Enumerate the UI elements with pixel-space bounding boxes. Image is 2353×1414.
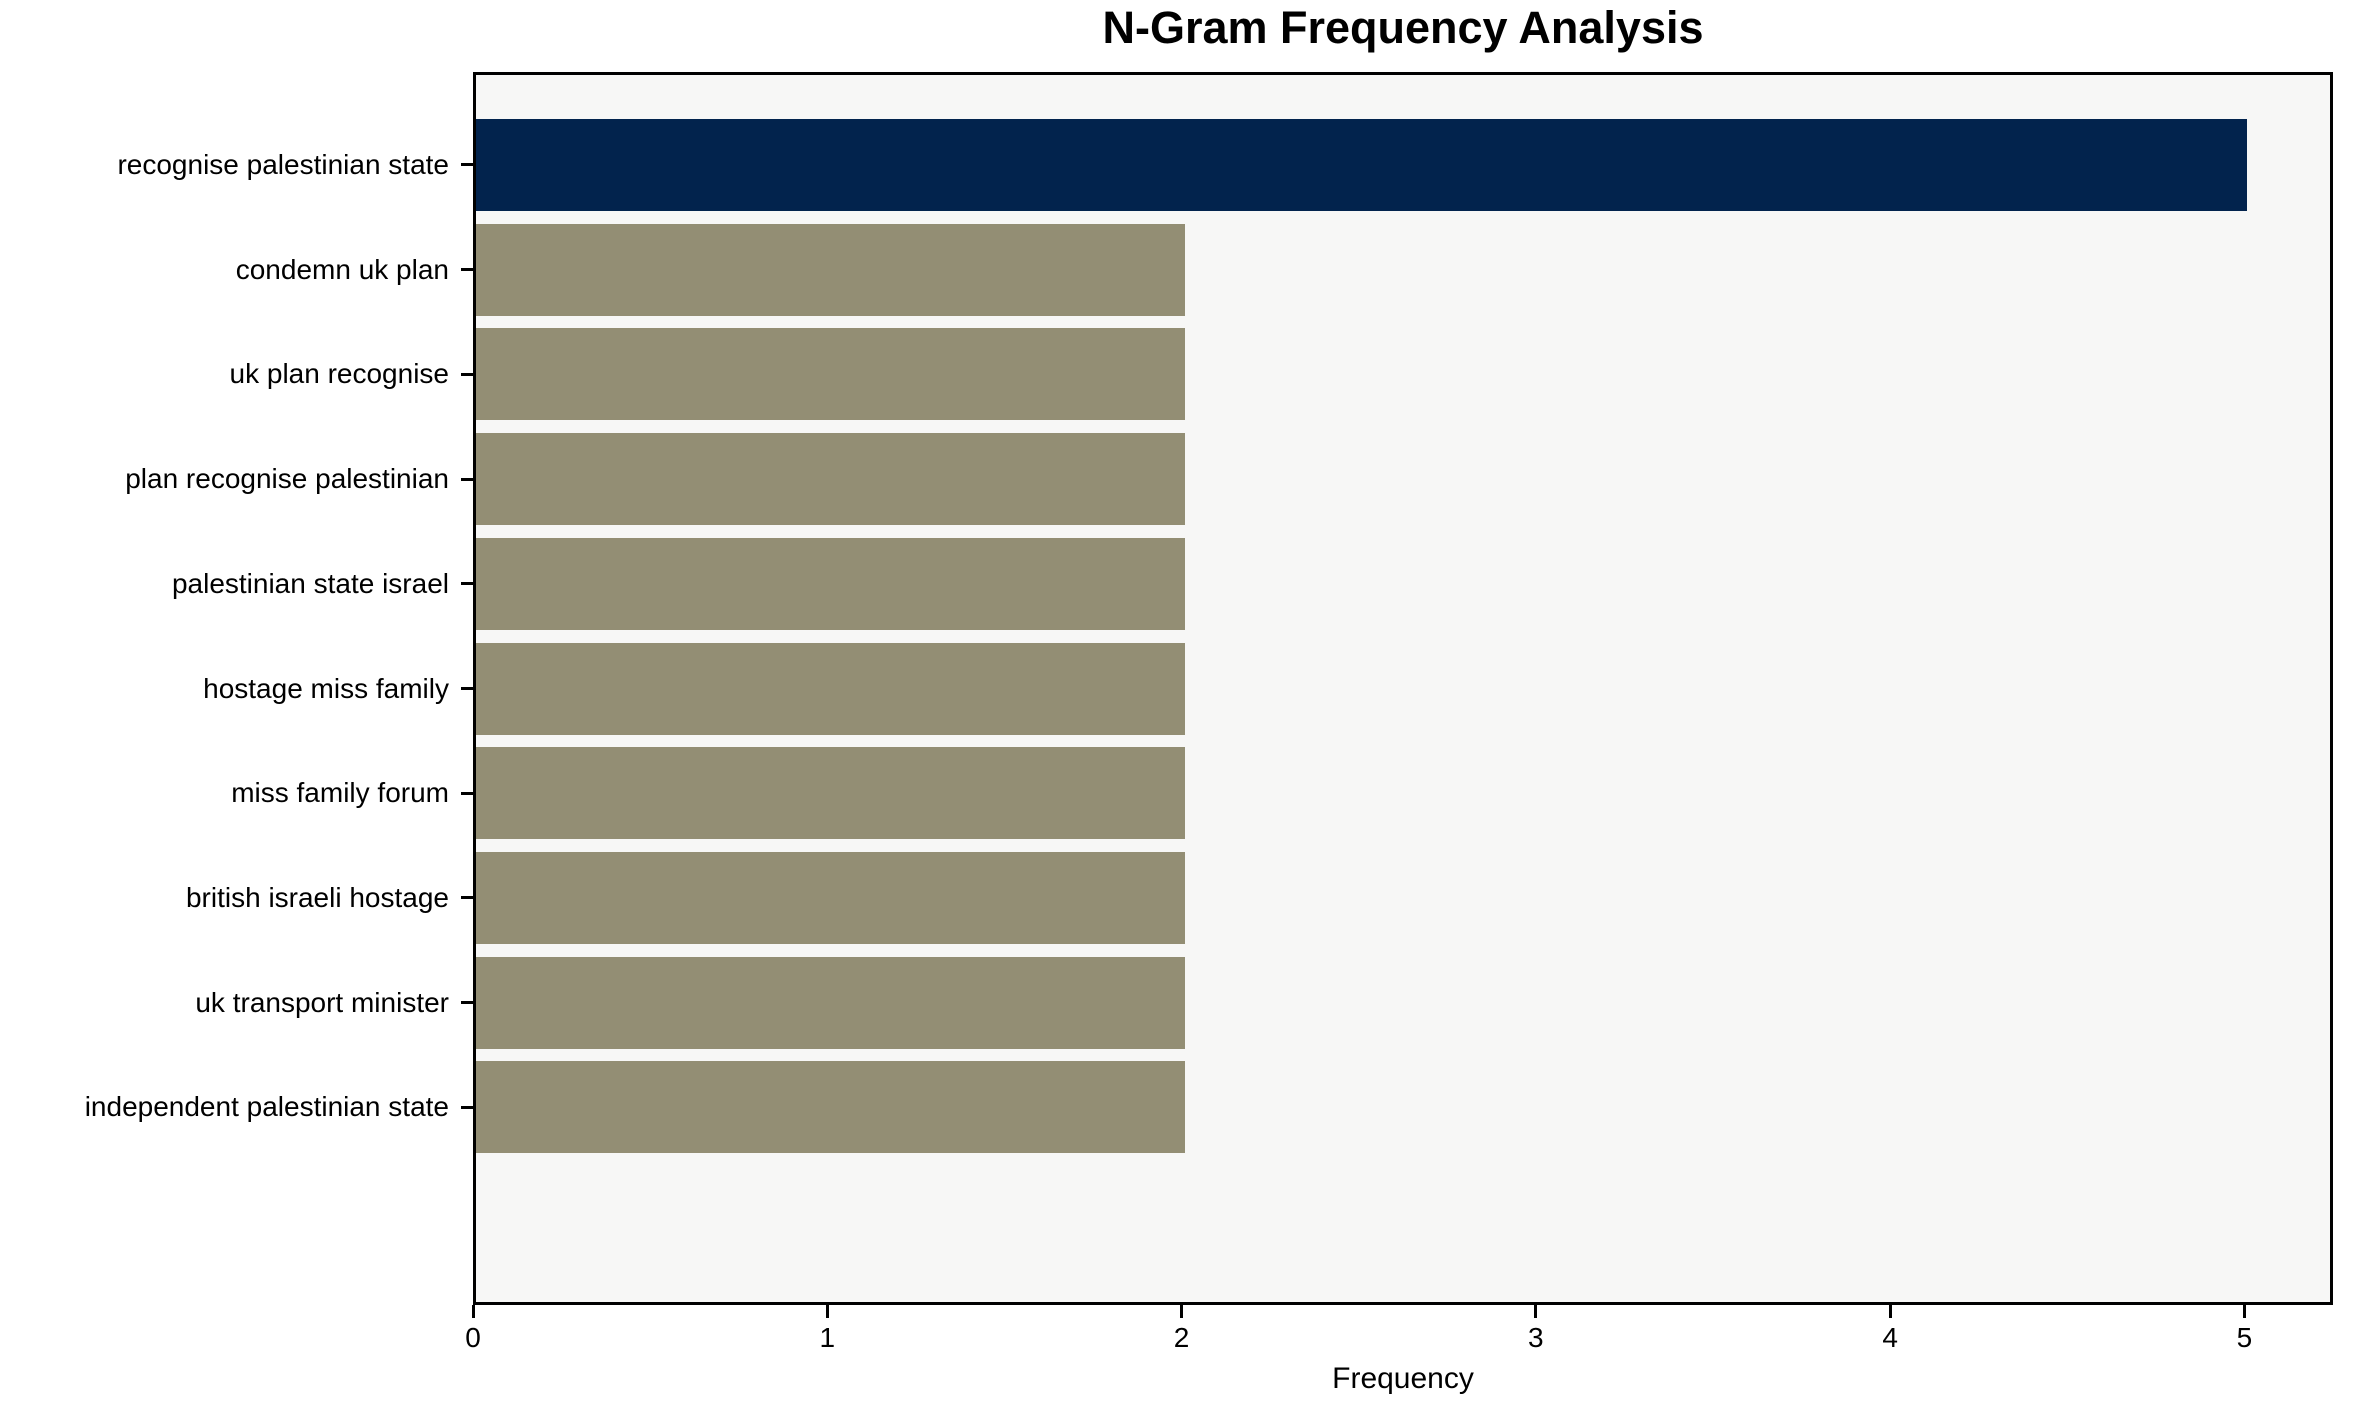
bar-2	[476, 223, 1185, 316]
y-tick-mark	[461, 582, 473, 586]
y-tick-mark	[461, 372, 473, 376]
y-tick-label: plan recognise palestinian	[125, 463, 449, 495]
y-tick-mark	[461, 1105, 473, 1109]
y-tick-mark	[461, 163, 473, 167]
y-tick-mark	[461, 791, 473, 795]
x-tick-mark	[1888, 1305, 1892, 1318]
y-tick-label: uk transport minister	[195, 986, 449, 1018]
y-tick-mark	[461, 1001, 473, 1005]
y-tick-label: recognise palestinian state	[117, 148, 449, 180]
y-tick-mark	[461, 687, 473, 690]
x-tick-label: 1	[819, 1322, 836, 1353]
chart-title: N-Gram Frequency Analysis	[1102, 2, 1704, 53]
y-tick-label: uk plan recognise	[229, 358, 449, 390]
y-tick-label: miss family forum	[231, 777, 449, 809]
y-tick-mark	[461, 268, 473, 272]
x-axis-title: Frequency	[1332, 1362, 1474, 1395]
y-tick-mark	[461, 477, 473, 481]
bar-10	[476, 1061, 1185, 1154]
bar-3	[476, 328, 1185, 421]
x-tick-mark	[471, 1305, 475, 1318]
y-tick-label: british israeli hostage	[185, 881, 449, 913]
x-tick-label: 4	[1882, 1322, 1898, 1353]
y-tick-label: independent palestinian state	[84, 1091, 449, 1123]
x-tick-mark	[1180, 1305, 1184, 1318]
y-tick-label: palestinian state israel	[171, 567, 449, 599]
bar-4	[476, 433, 1185, 526]
bar-9	[476, 956, 1185, 1049]
bar-8	[476, 851, 1185, 944]
y-tick-mark	[461, 896, 473, 900]
plot-area	[473, 72, 2333, 1305]
x-tick-mark	[1534, 1305, 1538, 1318]
y-tick-label: hostage miss family	[203, 672, 449, 704]
bar-5	[476, 537, 1185, 630]
y-tick-label: condemn uk plan	[235, 253, 449, 285]
bar-7	[476, 747, 1185, 840]
bar-1	[476, 118, 2248, 211]
x-tick-mark	[2242, 1305, 2246, 1318]
bar-6	[476, 642, 1185, 735]
x-tick-mark	[825, 1305, 829, 1318]
x-tick-label: 0	[465, 1322, 481, 1353]
x-tick-label: 2	[1173, 1322, 1190, 1353]
x-tick-label: 5	[2236, 1322, 2253, 1353]
x-tick-label: 3	[1528, 1322, 1544, 1353]
